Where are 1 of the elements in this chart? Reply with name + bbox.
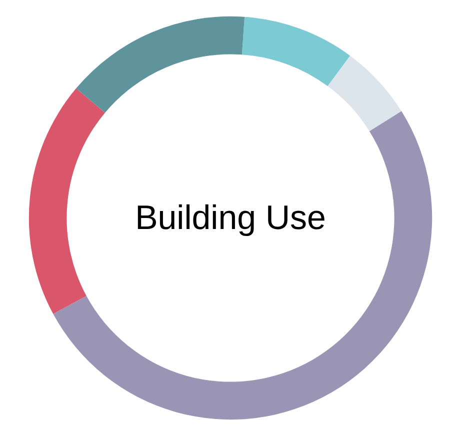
text: Building Use — [135, 199, 326, 237]
